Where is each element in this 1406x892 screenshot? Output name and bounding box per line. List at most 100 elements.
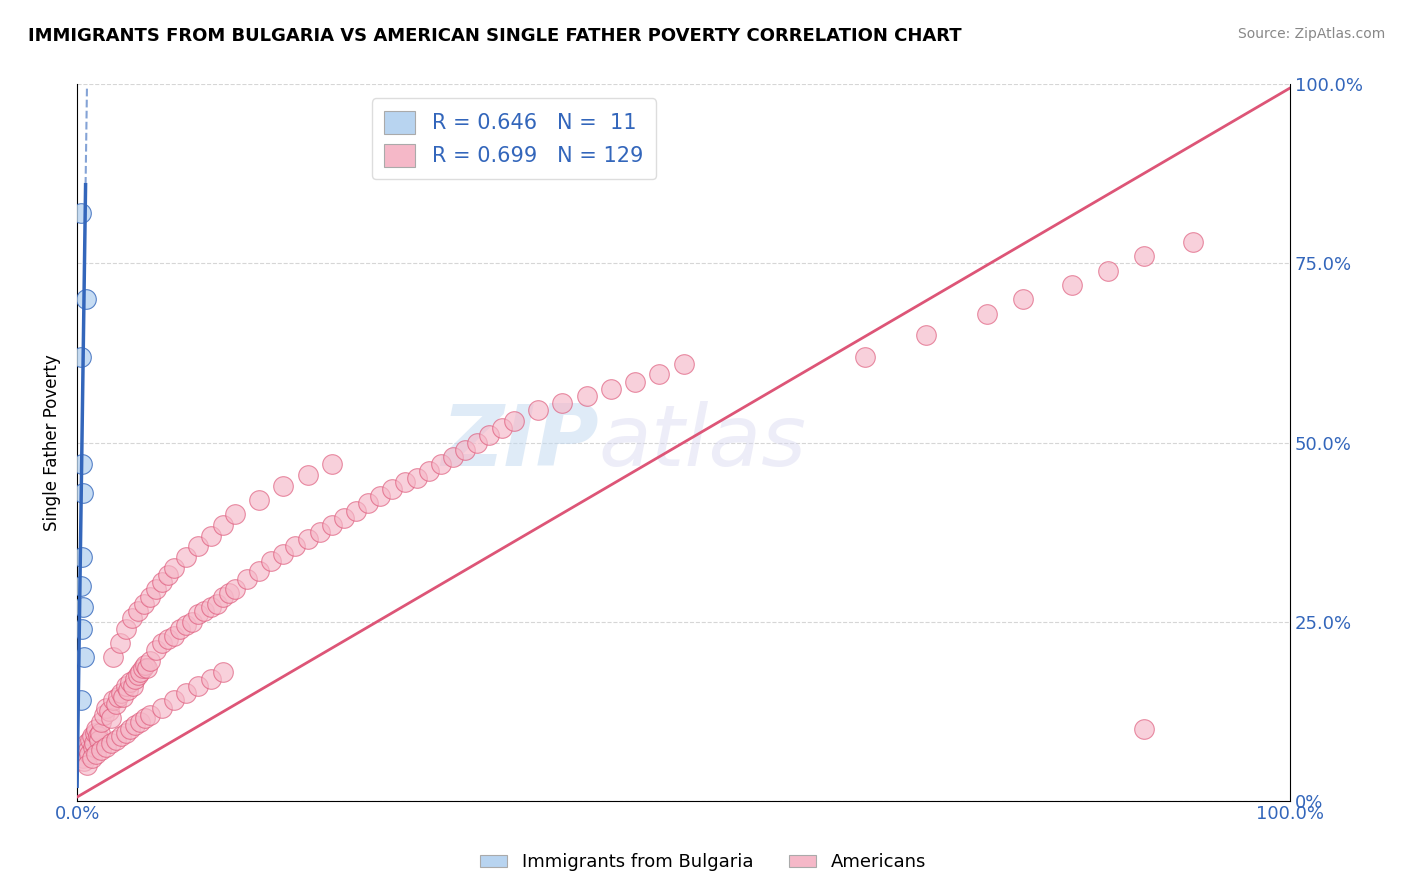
- Point: [93, 707, 115, 722]
- Point: [122, 679, 145, 693]
- Point: [84, 725, 107, 739]
- Point: [430, 457, 453, 471]
- Point: [381, 482, 404, 496]
- Point: [139, 654, 162, 668]
- Point: [200, 600, 222, 615]
- Point: [467, 435, 489, 450]
- Point: [83, 736, 105, 750]
- Point: [132, 597, 155, 611]
- Point: [124, 718, 146, 732]
- Text: IMMIGRANTS FROM BULGARIA VS AMERICAN SINGLE FATHER POVERTY CORRELATION CHART: IMMIGRANTS FROM BULGARIA VS AMERICAN SIN…: [28, 27, 962, 45]
- Point: [86, 729, 108, 743]
- Point: [112, 690, 135, 704]
- Point: [187, 679, 209, 693]
- Point: [72, 485, 94, 500]
- Point: [174, 550, 197, 565]
- Point: [77, 743, 100, 757]
- Point: [87, 732, 110, 747]
- Point: [100, 736, 122, 750]
- Point: [150, 575, 173, 590]
- Point: [187, 607, 209, 622]
- Point: [599, 382, 621, 396]
- Point: [370, 489, 392, 503]
- Y-axis label: Single Father Poverty: Single Father Poverty: [44, 354, 60, 531]
- Point: [104, 732, 127, 747]
- Point: [75, 293, 97, 307]
- Point: [110, 686, 132, 700]
- Point: [454, 442, 477, 457]
- Point: [344, 503, 367, 517]
- Point: [96, 739, 118, 754]
- Point: [1012, 293, 1035, 307]
- Point: [145, 582, 167, 597]
- Point: [200, 672, 222, 686]
- Point: [284, 540, 307, 554]
- Point: [104, 697, 127, 711]
- Point: [107, 690, 129, 704]
- Point: [120, 675, 142, 690]
- Point: [527, 403, 550, 417]
- Point: [134, 657, 156, 672]
- Text: ZIP: ZIP: [441, 401, 599, 484]
- Point: [478, 428, 501, 442]
- Point: [72, 750, 94, 764]
- Point: [169, 622, 191, 636]
- Point: [90, 743, 112, 757]
- Point: [174, 686, 197, 700]
- Point: [110, 729, 132, 743]
- Point: [75, 739, 97, 754]
- Point: [321, 457, 343, 471]
- Point: [127, 668, 149, 682]
- Point: [224, 507, 246, 521]
- Point: [70, 622, 93, 636]
- Point: [129, 665, 152, 679]
- Point: [1060, 277, 1083, 292]
- Point: [394, 475, 416, 489]
- Point: [79, 732, 101, 747]
- Point: [357, 496, 380, 510]
- Point: [69, 579, 91, 593]
- Point: [139, 590, 162, 604]
- Point: [96, 700, 118, 714]
- Point: [131, 661, 153, 675]
- Point: [76, 757, 98, 772]
- Point: [69, 693, 91, 707]
- Point: [80, 729, 103, 743]
- Point: [211, 590, 233, 604]
- Point: [211, 517, 233, 532]
- Point: [271, 478, 294, 492]
- Point: [103, 650, 125, 665]
- Point: [297, 532, 319, 546]
- Point: [205, 597, 228, 611]
- Point: [418, 464, 440, 478]
- Point: [502, 414, 524, 428]
- Point: [491, 421, 513, 435]
- Point: [224, 582, 246, 597]
- Point: [103, 693, 125, 707]
- Point: [200, 528, 222, 542]
- Point: [163, 629, 186, 643]
- Point: [163, 561, 186, 575]
- Point: [405, 471, 427, 485]
- Point: [76, 736, 98, 750]
- Point: [121, 611, 143, 625]
- Text: Source: ZipAtlas.com: Source: ZipAtlas.com: [1237, 27, 1385, 41]
- Point: [855, 350, 877, 364]
- Point: [624, 375, 647, 389]
- Point: [129, 714, 152, 729]
- Point: [236, 572, 259, 586]
- Point: [77, 747, 100, 761]
- Point: [69, 206, 91, 220]
- Point: [218, 586, 240, 600]
- Point: [575, 389, 598, 403]
- Point: [70, 457, 93, 471]
- Point: [139, 707, 162, 722]
- Point: [117, 682, 139, 697]
- Point: [247, 492, 270, 507]
- Point: [441, 450, 464, 464]
- Point: [672, 357, 695, 371]
- Point: [120, 722, 142, 736]
- Point: [134, 711, 156, 725]
- Point: [174, 618, 197, 632]
- Point: [72, 600, 94, 615]
